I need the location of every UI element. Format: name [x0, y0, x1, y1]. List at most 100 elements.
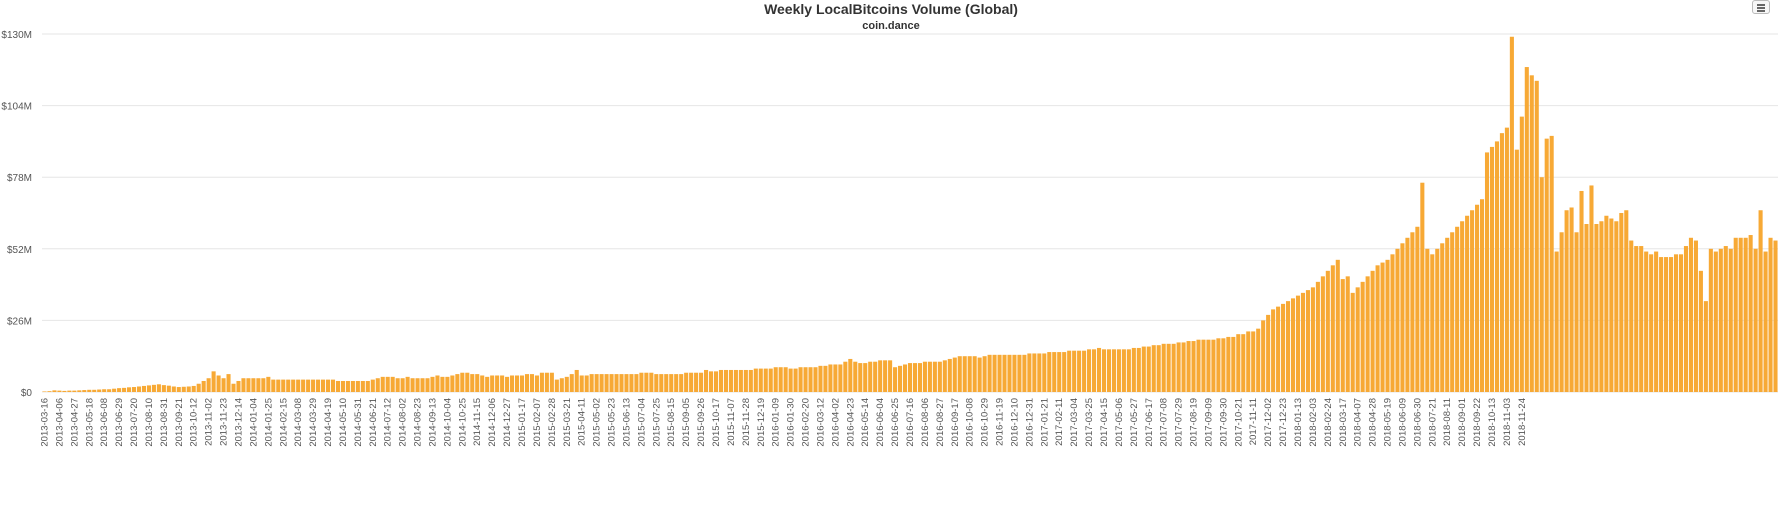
bar[interactable]	[1773, 240, 1778, 392]
bar[interactable]	[1276, 306, 1281, 392]
bar[interactable]	[1425, 248, 1430, 392]
bar[interactable]	[1509, 36, 1514, 392]
bar[interactable]	[524, 374, 530, 392]
bar[interactable]	[1077, 350, 1082, 392]
bar[interactable]	[515, 375, 520, 392]
bar[interactable]	[1350, 292, 1355, 392]
bar[interactable]	[1191, 341, 1196, 392]
bar[interactable]	[937, 361, 942, 392]
bar[interactable]	[1519, 116, 1524, 393]
bar[interactable]	[1430, 254, 1435, 392]
bar[interactable]	[1629, 240, 1634, 392]
bar[interactable]	[505, 376, 510, 392]
bar[interactable]	[828, 364, 833, 392]
bar[interactable]	[1599, 221, 1604, 392]
bar[interactable]	[1365, 276, 1370, 392]
bar[interactable]	[1549, 135, 1554, 392]
bar[interactable]	[699, 372, 704, 392]
bar[interactable]	[1524, 67, 1529, 393]
bar[interactable]	[609, 374, 614, 392]
bar[interactable]	[1718, 248, 1723, 392]
bar[interactable]	[1340, 279, 1345, 392]
bar[interactable]	[1330, 265, 1335, 392]
bar[interactable]	[72, 390, 77, 392]
bar[interactable]	[370, 379, 375, 392]
bar[interactable]	[773, 367, 778, 392]
bar[interactable]	[151, 384, 156, 392]
bar[interactable]	[604, 374, 609, 392]
bar[interactable]	[316, 379, 321, 392]
bar[interactable]	[962, 356, 967, 392]
bar[interactable]	[664, 374, 669, 392]
bar[interactable]	[485, 376, 490, 392]
bar[interactable]	[360, 380, 365, 392]
bar[interactable]	[47, 391, 52, 392]
bar[interactable]	[286, 379, 291, 392]
bar[interactable]	[1052, 352, 1057, 392]
bar[interactable]	[1465, 215, 1470, 392]
bar[interactable]	[1087, 349, 1092, 392]
bar[interactable]	[311, 379, 316, 392]
bar[interactable]	[296, 379, 301, 392]
bar[interactable]	[1494, 141, 1499, 392]
bar[interactable]	[127, 387, 132, 392]
bar[interactable]	[181, 386, 186, 392]
bar[interactable]	[838, 364, 843, 392]
bar[interactable]	[325, 379, 331, 392]
bar[interactable]	[982, 356, 987, 392]
bar[interactable]	[1012, 354, 1017, 392]
bar[interactable]	[395, 378, 400, 392]
bar[interactable]	[1390, 254, 1395, 392]
bar[interactable]	[420, 378, 425, 392]
bar[interactable]	[410, 378, 415, 392]
bar[interactable]	[803, 367, 808, 392]
bar[interactable]	[1246, 331, 1251, 392]
bar[interactable]	[1231, 336, 1236, 392]
bar[interactable]	[1007, 354, 1012, 392]
bar[interactable]	[1733, 237, 1738, 392]
bar[interactable]	[1609, 218, 1614, 392]
bar[interactable]	[42, 391, 47, 392]
bar[interactable]	[798, 367, 803, 392]
bar[interactable]	[684, 372, 689, 392]
bar[interactable]	[1713, 251, 1718, 392]
bar[interactable]	[858, 363, 863, 392]
bar[interactable]	[1554, 251, 1559, 392]
bar[interactable]	[1310, 287, 1315, 392]
bar[interactable]	[1698, 270, 1703, 392]
bar[interactable]	[788, 368, 793, 392]
bar[interactable]	[1360, 281, 1365, 392]
bar[interactable]	[619, 374, 624, 392]
bar[interactable]	[898, 365, 903, 392]
bar[interactable]	[1534, 80, 1539, 392]
bar[interactable]	[942, 360, 947, 392]
bar[interactable]	[1559, 232, 1564, 392]
bar[interactable]	[793, 368, 798, 392]
bar[interactable]	[1470, 210, 1475, 392]
bar[interactable]	[947, 358, 952, 392]
bar[interactable]	[246, 378, 251, 392]
bar[interactable]	[957, 356, 962, 392]
bar[interactable]	[1196, 339, 1201, 392]
bar[interactable]	[112, 388, 117, 392]
bar[interactable]	[1281, 303, 1286, 392]
bar[interactable]	[1062, 352, 1067, 392]
bar[interactable]	[1171, 343, 1176, 392]
bar[interactable]	[1673, 254, 1679, 392]
bar[interactable]	[534, 375, 539, 392]
bar[interactable]	[1624, 210, 1629, 392]
bar[interactable]	[276, 379, 281, 392]
bar[interactable]	[375, 378, 380, 392]
bar[interactable]	[1723, 246, 1728, 392]
bar[interactable]	[1206, 339, 1211, 392]
bar[interactable]	[510, 375, 515, 392]
bar[interactable]	[977, 357, 982, 392]
bar[interactable]	[987, 354, 992, 392]
bar[interactable]	[330, 379, 336, 392]
bar[interactable]	[1290, 298, 1296, 392]
bar[interactable]	[927, 361, 932, 392]
bar[interactable]	[868, 361, 873, 392]
bar[interactable]	[1325, 270, 1330, 392]
bar[interactable]	[1166, 343, 1171, 392]
bar[interactable]	[952, 357, 957, 392]
